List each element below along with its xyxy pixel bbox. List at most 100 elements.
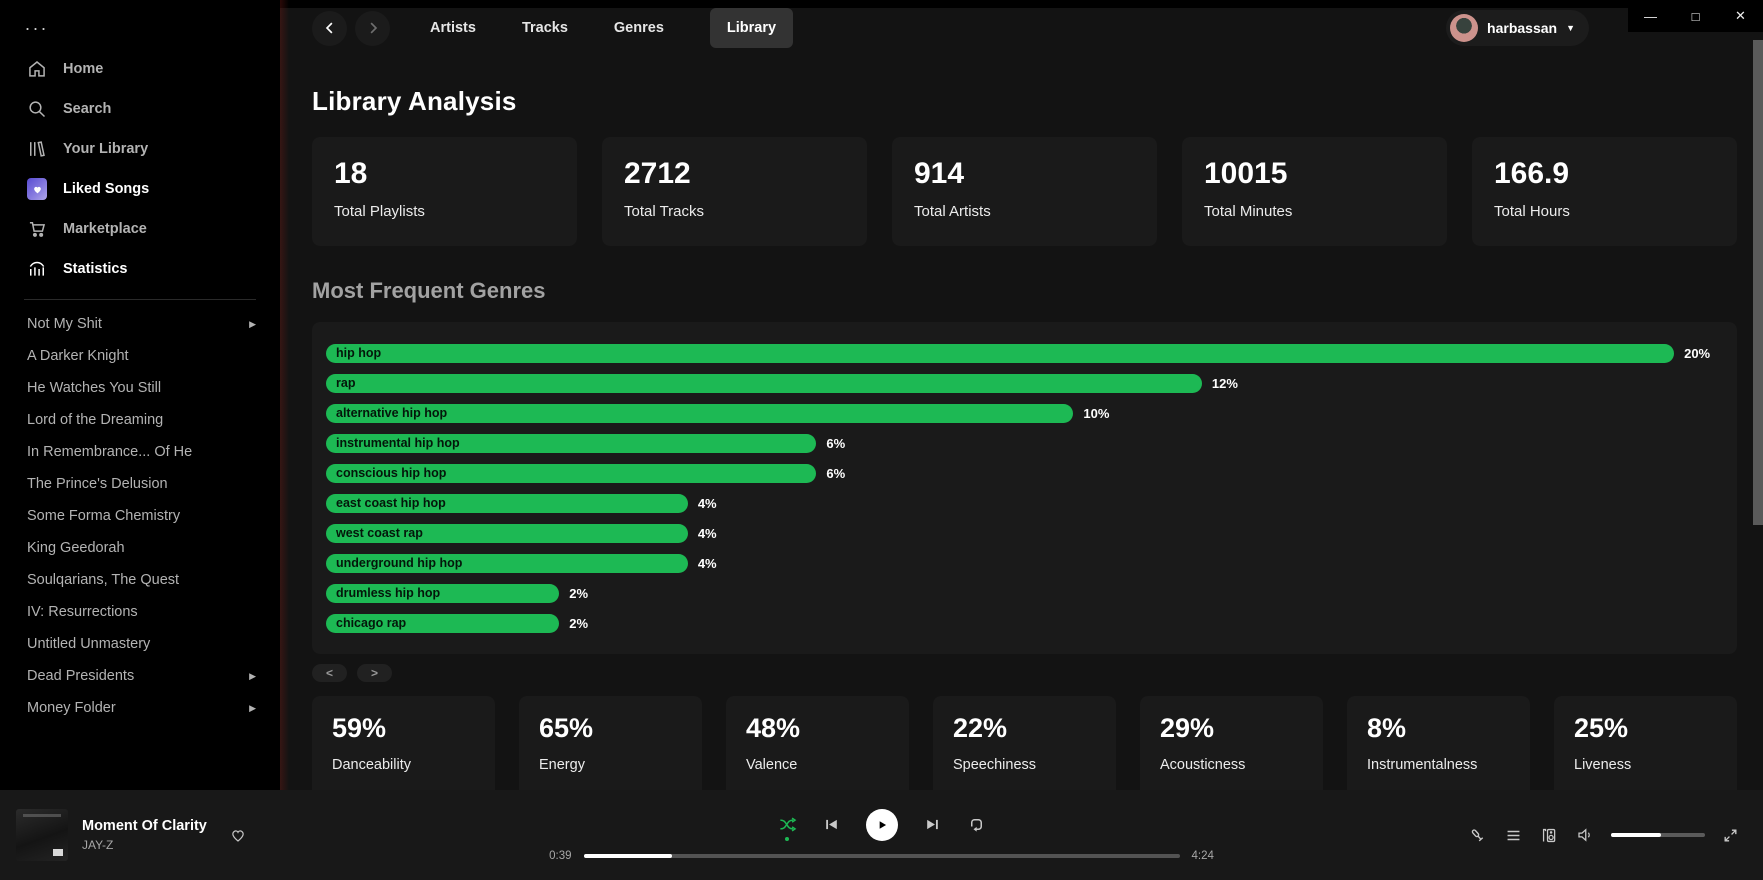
content-left-accent bbox=[280, 0, 289, 790]
sidebar-item-statistics[interactable]: Statistics bbox=[0, 249, 280, 289]
titlebar-strip bbox=[280, 0, 1763, 8]
prev-page-button[interactable]: < bbox=[312, 664, 347, 682]
forward-button[interactable] bbox=[355, 10, 390, 46]
tab-tracks[interactable]: Tracks bbox=[521, 20, 568, 36]
tab-library[interactable]: Library bbox=[709, 8, 794, 48]
chevron-right-icon: ▶ bbox=[249, 702, 256, 713]
genre-bar-label: underground hip hop bbox=[336, 556, 463, 570]
track-title[interactable]: Moment Of Clarity bbox=[82, 818, 207, 834]
seek-bar[interactable] bbox=[583, 853, 1180, 858]
feature-label: Danceability bbox=[332, 757, 411, 773]
genre-bar: alternative hip hop bbox=[326, 403, 1074, 423]
sidebar-item-home[interactable]: Home bbox=[0, 49, 280, 89]
page-title: Library Analysis bbox=[312, 86, 517, 116]
playback-controls bbox=[778, 808, 986, 841]
sidebar-item-marketplace[interactable]: Marketplace bbox=[0, 209, 280, 249]
playlist-item[interactable]: He Watches You Still bbox=[0, 372, 280, 404]
genre-row: drumless hip hop 2% bbox=[326, 578, 1723, 608]
feature-value: 8% bbox=[1367, 713, 1407, 743]
tab-genres[interactable]: Genres bbox=[613, 20, 664, 36]
play-button[interactable] bbox=[865, 808, 898, 841]
feature-label: Speechiness bbox=[953, 757, 1037, 773]
stat-label: Total Playlists bbox=[334, 203, 425, 220]
feature-label: Acousticness bbox=[1160, 757, 1246, 773]
genre-bar: instrumental hip hop bbox=[326, 433, 817, 453]
lyrics-button[interactable] bbox=[1468, 826, 1487, 845]
next-button[interactable] bbox=[924, 816, 941, 833]
playlist-item[interactable]: Soulqarians, The Quest bbox=[0, 564, 280, 596]
shuffle-active-dot bbox=[785, 837, 789, 841]
feature-label: Liveness bbox=[1574, 757, 1632, 773]
feature-card-speechiness: 22% Speechiness bbox=[933, 696, 1116, 790]
repeat-button[interactable] bbox=[967, 815, 986, 834]
close-button[interactable]: ✕ bbox=[1735, 8, 1746, 23]
feature-label: Valence bbox=[746, 757, 798, 773]
volume-button[interactable] bbox=[1576, 826, 1594, 844]
device-icon bbox=[1542, 828, 1556, 842]
app-menu-button[interactable]: ... bbox=[25, 14, 50, 34]
fullscreen-icon bbox=[1724, 829, 1737, 841]
maximize-button[interactable]: □ bbox=[1691, 8, 1700, 24]
playlist-label: In Remembrance... Of He bbox=[27, 444, 193, 460]
genre-bar-chart: hip hop 20% rap 12% alternative hip hop 10%… bbox=[312, 322, 1737, 654]
volume-slider[interactable] bbox=[1611, 833, 1705, 837]
next-page-button[interactable]: > bbox=[357, 664, 392, 682]
genres-section-title: Most Frequent Genres bbox=[312, 278, 546, 303]
playlist-item[interactable]: Not My Shit ▶ bbox=[0, 308, 280, 340]
caret-down-icon: ▼ bbox=[1566, 23, 1575, 33]
genre-row: hip hop 20% bbox=[326, 338, 1723, 368]
sidebar-item-label: Statistics bbox=[63, 261, 128, 277]
heart-icon bbox=[232, 830, 244, 842]
main-view: Artists Tracks Genres Library harbassan … bbox=[280, 0, 1763, 790]
playlist-item[interactable]: Lord of the Dreaming bbox=[0, 404, 280, 436]
sidebar-item-your-library[interactable]: Your Library bbox=[0, 129, 280, 169]
like-button[interactable] bbox=[229, 826, 247, 844]
playlist-item[interactable]: A Darker Knight bbox=[0, 340, 280, 372]
playlist-item[interactable]: Untitled Unmastery bbox=[0, 628, 280, 660]
genre-bar: underground hip hop bbox=[326, 553, 688, 573]
feature-value: 65% bbox=[539, 713, 594, 743]
feature-card-energy: 65% Energy bbox=[519, 696, 702, 790]
playlist-item[interactable]: The Prince's Delusion bbox=[0, 468, 280, 500]
sidebar-item-liked-songs[interactable]: Liked Songs bbox=[0, 169, 280, 209]
playlist-label: Soulqarians, The Quest bbox=[27, 572, 180, 588]
sidebar-item-search[interactable]: Search bbox=[0, 89, 280, 129]
fullscreen-button[interactable] bbox=[1722, 827, 1739, 844]
track-info: Moment Of Clarity JAY-Z bbox=[82, 818, 207, 852]
feature-card-danceability: 59% Danceability bbox=[312, 696, 495, 790]
playlist-item[interactable]: IV: Resurrections bbox=[0, 596, 280, 628]
genre-row: west coast rap 4% bbox=[326, 518, 1723, 548]
stat-value: 914 bbox=[914, 157, 965, 190]
stat-value: 18 bbox=[334, 157, 368, 190]
play-icon bbox=[879, 820, 886, 829]
playlist-item[interactable]: In Remembrance... Of He bbox=[0, 436, 280, 468]
genre-bar-label: hip hop bbox=[336, 346, 382, 360]
playlist-label: IV: Resurrections bbox=[27, 604, 138, 620]
track-artist[interactable]: JAY-Z bbox=[82, 838, 114, 852]
scrollbar-thumb[interactable] bbox=[1753, 40, 1763, 525]
minimize-button[interactable]: — bbox=[1644, 8, 1657, 24]
player-center: 0:39 4:24 bbox=[480, 808, 1283, 862]
audio-features-grid: 59% Danceability 65% Energy 48% Valence … bbox=[312, 696, 1737, 790]
playlist-item[interactable]: Dead Presidents ▶ bbox=[0, 660, 280, 692]
user-menu-button[interactable]: harbassan ▼ bbox=[1446, 10, 1589, 46]
genre-row: underground hip hop 4% bbox=[326, 548, 1723, 578]
stat-value: 166.9 bbox=[1494, 157, 1570, 190]
playlist-item[interactable]: Some Forma Chemistry bbox=[0, 500, 280, 532]
back-button[interactable] bbox=[312, 10, 347, 46]
stat-label: Total Artists bbox=[914, 203, 991, 220]
heart-icon bbox=[27, 178, 47, 200]
genre-bar: conscious hip hop bbox=[326, 463, 817, 483]
statistics-icon bbox=[27, 259, 47, 279]
playlist-item[interactable]: Money Folder ▶ bbox=[0, 692, 280, 724]
shuffle-button[interactable] bbox=[778, 815, 797, 841]
connect-device-button[interactable] bbox=[1540, 826, 1559, 845]
library-analysis-page: Library Analysis 18 Total Playlists 2712… bbox=[280, 86, 1763, 790]
previous-button[interactable] bbox=[823, 816, 840, 833]
playlist-item[interactable]: King Geedorah bbox=[0, 532, 280, 564]
tab-artists[interactable]: Artists bbox=[430, 20, 476, 36]
genre-percent: 2% bbox=[569, 615, 589, 631]
player-bar: Moment Of Clarity JAY-Z bbox=[0, 790, 1763, 880]
queue-button[interactable] bbox=[1504, 826, 1523, 845]
genre-bar: chicago rap bbox=[326, 613, 560, 633]
